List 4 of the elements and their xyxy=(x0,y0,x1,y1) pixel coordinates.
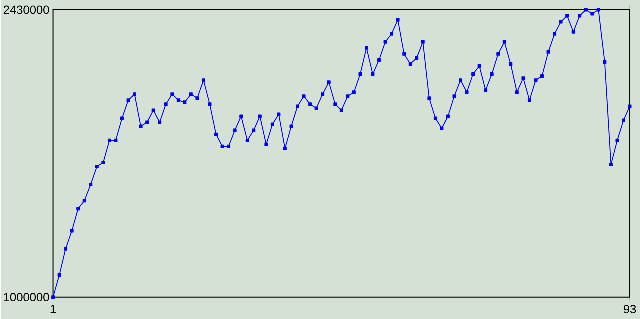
x-tick-label: 93 xyxy=(624,304,636,314)
y-tick-label: 2430000 xyxy=(4,6,50,14)
x-tick-label: 1 xyxy=(50,304,56,314)
y-tick-label: 1000000 xyxy=(4,292,50,302)
